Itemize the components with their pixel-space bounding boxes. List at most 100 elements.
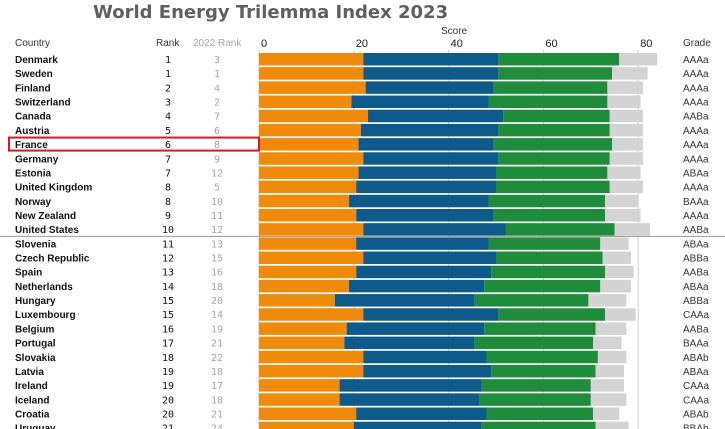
balance-bar [605, 194, 639, 208]
country-row: Norway 8 10 BAAa [15, 194, 709, 208]
country-row: Slovenia 11 13 ABAa [15, 237, 709, 250]
balance-bar [593, 336, 622, 350]
x-tick-label: 40 [451, 38, 463, 50]
energy-security-bar [259, 67, 364, 80]
grade-value: CAAa [683, 395, 710, 406]
grade-value: AAAa [683, 140, 709, 151]
energy-security-bar [259, 364, 364, 378]
sustainability-bar [498, 67, 613, 80]
country-label: Switzerland [15, 98, 71, 109]
rank-value: 17 [162, 339, 174, 350]
x-tick-label: 20 [356, 38, 368, 50]
grade-value: AAAa [683, 154, 709, 165]
energy-equity-bar [339, 379, 482, 392]
country-row: Belgium 16 19 AABa [15, 322, 709, 335]
energy-equity-bar [356, 407, 487, 420]
rank-value: 16 [162, 324, 174, 335]
rank-value: 20 [162, 395, 174, 406]
energy-equity-bar [368, 109, 504, 123]
country-label: Latvia [15, 367, 44, 378]
sustainability-bar [498, 308, 606, 321]
country-label: Slovakia [15, 353, 56, 364]
sustainability-bar [474, 294, 589, 307]
country-label: Estonia [15, 168, 52, 179]
grade-value: AABa [683, 268, 709, 279]
country-label: Netherlands [15, 282, 73, 293]
country-row: Luxembourg 15 14 CAAa [15, 308, 710, 321]
energy-security-bar [259, 237, 357, 250]
energy-security-bar [259, 279, 350, 293]
energy-equity-bar [363, 53, 499, 66]
sustainability-bar [496, 251, 603, 265]
energy-equity-bar [363, 152, 499, 165]
country-label: Uruguay [15, 424, 56, 429]
prev-rank-value: 19 [211, 324, 223, 335]
balance-bar [600, 279, 632, 293]
country-label: New Zealand [15, 211, 76, 222]
grade-value: AAAa [683, 69, 709, 80]
energy-security-bar [259, 194, 350, 208]
x-tick-label: 80 [640, 38, 652, 50]
x-axis-ticks: 0 20 40 60 80 [261, 38, 652, 50]
prev-rank-value: 18 [211, 367, 223, 378]
sustainability-bar [491, 364, 596, 378]
header-grade: Grade [683, 38, 711, 49]
country-row: Iceland 20 18 CAAa [15, 393, 710, 406]
country-row: Netherlands 14 18 ABAa [15, 279, 709, 293]
energy-security-bar [259, 393, 340, 406]
balance-bar [593, 407, 620, 420]
energy-equity-bar [360, 123, 499, 137]
country-row: New Zealand 9 11 AAAa [15, 208, 709, 222]
energy-equity-bar [356, 180, 496, 194]
prev-rank-value: 13 [211, 239, 223, 250]
balance-bar [612, 67, 648, 80]
country-label: Spain [15, 268, 42, 279]
country-row: Latvia 19 18 ABAa [15, 364, 709, 378]
country-label: Luxembourg [15, 310, 76, 321]
sustainability-bar [505, 223, 615, 236]
energy-equity-bar [351, 95, 489, 109]
prev-rank-value: 1 [214, 69, 220, 80]
country-label: Ireland [15, 381, 48, 392]
country-label: Norway [15, 197, 52, 208]
balance-bar [609, 123, 643, 137]
country-row: Spain 13 16 AABa [15, 265, 709, 279]
energy-equity-bar [334, 294, 475, 307]
header-score: Score [441, 26, 468, 37]
energy-equity-bar [358, 166, 496, 179]
energy-equity-bar [346, 322, 485, 335]
energy-equity-bar [356, 265, 492, 279]
energy-equity-bar [363, 251, 496, 265]
balance-bar [595, 364, 624, 378]
balance-bar [605, 208, 641, 222]
country-row: Croatia 20 21 ABAb [15, 407, 709, 421]
rank-value: 8 [165, 183, 171, 194]
sustainability-bar [503, 109, 610, 123]
grade-value: ABAa [683, 282, 709, 293]
chart-overlay [0, 136, 725, 237]
prev-rank-value: 5 [214, 183, 220, 194]
grade-value: AABa [683, 324, 709, 335]
balance-bar [607, 81, 643, 94]
sustainability-bar [479, 393, 591, 406]
country-row: Denmark 1 3 AAAa [15, 53, 709, 66]
grade-value: AAAa [683, 183, 709, 194]
country-row: United Kingdom 8 5 AAAa [15, 180, 709, 194]
grade-value: ABAa [683, 168, 709, 179]
energy-equity-bar [358, 138, 494, 151]
energy-equity-bar [365, 81, 494, 94]
rank-value: 21 [162, 424, 174, 429]
prev-rank-value: 22 [211, 353, 223, 364]
energy-security-bar [259, 53, 364, 66]
rank-value: 7 [165, 168, 171, 179]
energy-security-bar [259, 379, 340, 392]
rank-value: 8 [165, 197, 171, 208]
energy-equity-bar [363, 223, 506, 236]
energy-equity-bar [363, 350, 487, 364]
grade-value: CAAa [683, 381, 710, 392]
prev-rank-value: 24 [211, 424, 223, 429]
balance-bar [612, 138, 643, 151]
balance-bar [609, 152, 643, 165]
balance-bar [609, 109, 643, 123]
rank-value: 9 [165, 211, 171, 222]
